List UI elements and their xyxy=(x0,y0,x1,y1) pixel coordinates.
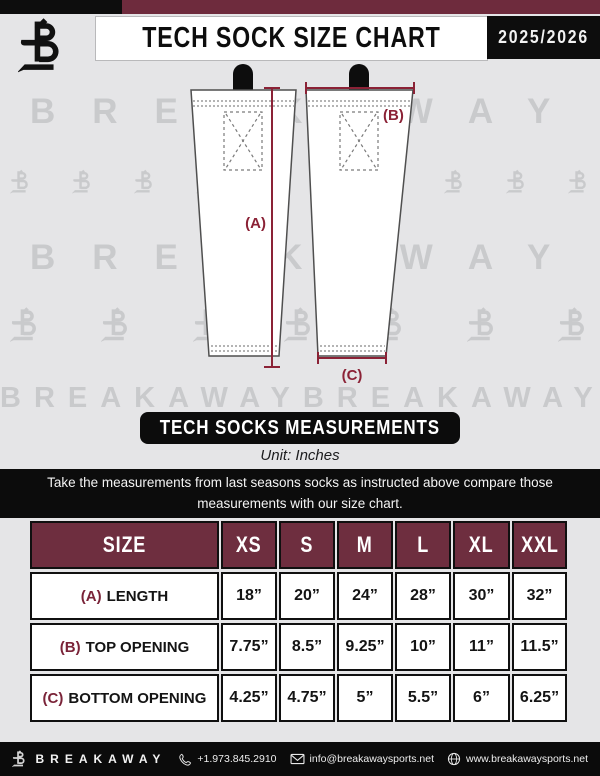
table-cell: 5” xyxy=(337,674,393,722)
table-cell: 5.5” xyxy=(395,674,451,722)
season-badge: 2025/2026 xyxy=(487,16,600,59)
table-cell: 32” xyxy=(512,572,567,620)
table-cell: 7.75” xyxy=(221,623,277,671)
email-icon xyxy=(290,753,305,765)
col-header-m: M xyxy=(337,521,393,569)
globe-icon xyxy=(447,752,461,766)
col-header-xl: XL xyxy=(453,521,510,569)
stitch-patch xyxy=(339,111,379,171)
table-cell: 8.5” xyxy=(279,623,335,671)
footer-website: www.breakawaysports.net xyxy=(447,752,588,766)
sock-tab xyxy=(349,64,369,91)
measurements-badge: TECH SOCKS MEASUREMENTS xyxy=(140,412,460,444)
table-cell: 11” xyxy=(453,623,510,671)
table-cell: 20” xyxy=(279,572,335,620)
unit-note: Unit: Inches xyxy=(260,447,340,464)
measure-line-a xyxy=(264,87,280,368)
col-header-xs: XS xyxy=(221,521,277,569)
top-strip-maroon xyxy=(122,0,600,14)
col-header-l: L xyxy=(395,521,451,569)
label-c: (C) xyxy=(342,367,363,384)
measure-line-b xyxy=(305,82,415,94)
phone-icon xyxy=(179,753,192,766)
sock-tab xyxy=(233,64,253,91)
footer-bar: BREAKAWAY +1.973.845.2910 info@breakaway… xyxy=(0,742,600,776)
measurements-badge-label: TECH SOCKS MEASUREMENTS xyxy=(159,416,441,439)
table-cell: 6.25” xyxy=(512,674,567,722)
table-cell: 4.25” xyxy=(221,674,277,722)
breakaway-b-logo-icon xyxy=(12,749,28,769)
top-strip-black xyxy=(0,0,122,14)
page-title: TECH SOCK SIZE CHART xyxy=(142,22,441,54)
instruction-bar: Take the measurements from last seasons … xyxy=(0,469,600,518)
table-cell: 4.75” xyxy=(279,674,335,722)
row-label-length: (A) LENGTH xyxy=(30,572,219,620)
table-cell: 6” xyxy=(453,674,510,722)
top-accent-strip xyxy=(0,0,600,14)
table-cell: 11.5” xyxy=(512,623,567,671)
page-title-box: TECH SOCK SIZE CHART xyxy=(95,16,488,61)
row-label-bottom-opening: (C) BOTTOM OPENING xyxy=(30,674,219,722)
size-table: SIZE XS S M L XL XXL (A) LENGTH 18” 20” … xyxy=(30,521,567,722)
row-label-top-opening: (B) TOP OPENING xyxy=(30,623,219,671)
watermark-text: BREAKAWAY xyxy=(0,382,303,414)
footer-email: info@breakawaysports.net xyxy=(290,753,434,765)
measure-line-c xyxy=(317,352,387,364)
table-cell: 28” xyxy=(395,572,451,620)
sock-measurement-diagram: (A) (B) (C) xyxy=(190,64,415,384)
table-cell: 30” xyxy=(453,572,510,620)
watermark-text-row: BREAKAWAY BREAKAWAY xyxy=(0,382,600,415)
label-b: (B) xyxy=(383,107,404,124)
label-a: (A) xyxy=(245,215,266,232)
watermark-text: BREAKAWAY xyxy=(302,382,600,414)
table-cell: 24” xyxy=(337,572,393,620)
table-cell: 18” xyxy=(221,572,277,620)
watermark-text-row: BREAKAWAY xyxy=(30,238,588,277)
footer-phone: +1.973.845.2910 xyxy=(179,753,277,766)
table-cell: 10” xyxy=(395,623,451,671)
col-header-size: SIZE xyxy=(30,521,219,569)
season-label: 2025/2026 xyxy=(498,27,589,47)
col-header-xxl: XXL xyxy=(512,521,567,569)
col-header-s: S xyxy=(279,521,335,569)
footer-brand: BREAKAWAY xyxy=(35,752,167,766)
left-sock-front-view xyxy=(190,64,297,357)
table-cell: 9.25” xyxy=(337,623,393,671)
instruction-text: Take the measurements from last seasons … xyxy=(47,474,553,511)
stitch-patch xyxy=(223,111,263,171)
right-sock-front-view xyxy=(305,64,414,357)
